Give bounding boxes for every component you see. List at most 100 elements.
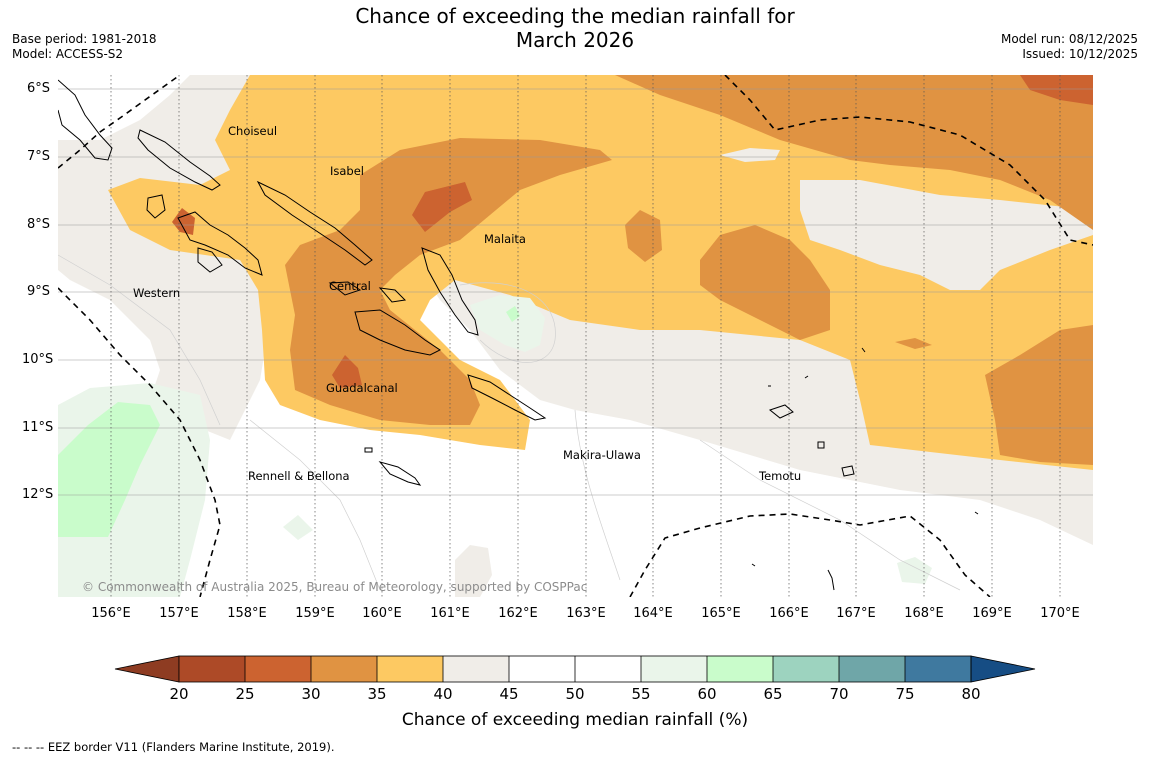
eez-legend-note: -- -- -- EEZ border V11 (Flanders Marine… (12, 740, 335, 754)
isabel-coast (256, 180, 373, 266)
lon-label: 165°E (701, 606, 741, 621)
band-60-65 (506, 306, 520, 322)
latitude-lines (58, 88, 1093, 496)
band-25-30 (1020, 75, 1093, 105)
region-label-isabel: Isabel (330, 164, 365, 178)
lon-label: 156°E (91, 606, 131, 621)
colorbar-over-triangle (970, 655, 1036, 683)
colorbar-tick: 55 (631, 685, 651, 703)
longitude-lines (110, 75, 1061, 597)
colorbar-tick: 65 (763, 685, 783, 703)
region-label-guadalcanal: Guadalcanal (326, 381, 398, 395)
colorbar-segment (509, 656, 575, 682)
colorbar-tick: 50 (565, 685, 585, 703)
map-title: Chance of exceeding the median rainfall … (0, 4, 1150, 52)
colorbar-segment (641, 656, 707, 682)
title-line-1: Chance of exceeding the median rainfall … (355, 4, 795, 28)
band-55-60 (897, 557, 932, 584)
colorbar-under-triangle (114, 655, 180, 683)
rennell-coast (378, 461, 422, 486)
guadalcanal-coast (354, 309, 441, 356)
lon-label: 166°E (769, 606, 809, 621)
colorbar-tick: 35 (367, 685, 387, 703)
band-60-65 (58, 402, 160, 537)
band-25-30 (172, 208, 195, 235)
colorbar-segment (575, 656, 641, 682)
lat-label: 8°S (26, 217, 50, 232)
colorbar-tick: 75 (895, 685, 915, 703)
band-30-35 (285, 138, 612, 425)
band-30-35 (615, 75, 1093, 230)
new-georgia-coast (146, 194, 263, 276)
region-label-central: Central (329, 279, 371, 293)
lon-label: 169°E (972, 606, 1012, 621)
lon-label: 163°E (566, 606, 606, 621)
lon-label: 157°E (159, 606, 199, 621)
lon-label: 161°E (430, 606, 470, 621)
colorbar-tick: 40 (433, 685, 453, 703)
lat-label: 6°S (26, 81, 50, 96)
lon-label: 159°E (295, 606, 335, 621)
lat-label: 11°S (22, 420, 54, 435)
base-period: Base period: 1981-2018 (12, 32, 157, 46)
band-30-35 (700, 225, 830, 340)
malaita-coast (421, 247, 479, 336)
meta-left: Base period: 1981-2018 Model: ACCESS-S2 (12, 32, 157, 62)
colorbar-segment (905, 656, 971, 682)
coastlines (58, 79, 979, 591)
region-label-rennell-bellona: Rennell & Bellona (248, 469, 350, 483)
lon-label: 160°E (362, 606, 402, 621)
kolombangara-coast (197, 247, 223, 273)
santa-cruz-coast (768, 404, 855, 477)
lat-label: 7°S (26, 149, 50, 164)
colorbar-label: Chance of exceeding median rainfall (%) (401, 710, 749, 730)
region-label-choiseul: Choiseul (228, 124, 278, 138)
band-40-45-patch (800, 180, 1093, 290)
colorbar-segment (773, 656, 839, 682)
colorbar-segment (179, 656, 245, 682)
region-label-malaita: Malaita (484, 232, 526, 246)
lat-label: 9°S (26, 284, 50, 299)
band-40-45-patch (455, 545, 492, 597)
model-name: Model: ACCESS-S2 (12, 47, 124, 61)
colorbar-tick: 20 (169, 685, 189, 703)
lon-label: 167°E (836, 606, 876, 621)
lon-label: 162°E (498, 606, 538, 621)
band-55-60 (470, 295, 545, 352)
lon-label: 158°E (227, 606, 267, 621)
colorbar-segment (311, 656, 377, 682)
region-label-makira-ulawa: Makira-Ulawa (563, 448, 641, 462)
colorbar-segment (443, 656, 509, 682)
colorbar-segment (377, 656, 443, 682)
colorbar-segment (245, 656, 311, 682)
small-islands (751, 347, 979, 591)
eez-borders (58, 75, 1093, 597)
bougainville-coast (58, 79, 113, 161)
title-line-2: March 2026 (515, 28, 635, 52)
meta-right: Model run: 08/12/2025 Issued: 10/12/2025 (1001, 32, 1138, 62)
band-25-30 (332, 355, 362, 388)
band-25-30 (412, 182, 472, 232)
florida-islands-coast (328, 281, 407, 303)
region-label-temotu: Temotu (759, 469, 802, 483)
band-40-45-patch (720, 148, 780, 162)
colorbar-tick: 70 (829, 685, 849, 703)
makira-coast (467, 374, 547, 421)
lat-label: 10°S (22, 352, 54, 367)
region-label-western: Western (133, 286, 181, 300)
model-run: Model run: 08/12/2025 (1000, 32, 1138, 46)
choiseul-coast (137, 129, 221, 191)
copyright-notice: © Commonwealth of Australia 2025, Bureau… (82, 580, 588, 594)
colorbar-segment (839, 656, 905, 682)
issued-date: Issued: 10/12/2025 (1022, 47, 1138, 61)
band-55-60 (283, 515, 313, 540)
band-30-35 (895, 338, 932, 349)
lon-label: 168°E (904, 606, 944, 621)
bellona-coast (364, 447, 373, 453)
lat-label: 12°S (22, 487, 54, 502)
colorbar-tick: 45 (499, 685, 519, 703)
colorbar (114, 655, 1036, 683)
colorbar-segment (707, 656, 773, 682)
colorbar-tick: 25 (235, 685, 255, 703)
